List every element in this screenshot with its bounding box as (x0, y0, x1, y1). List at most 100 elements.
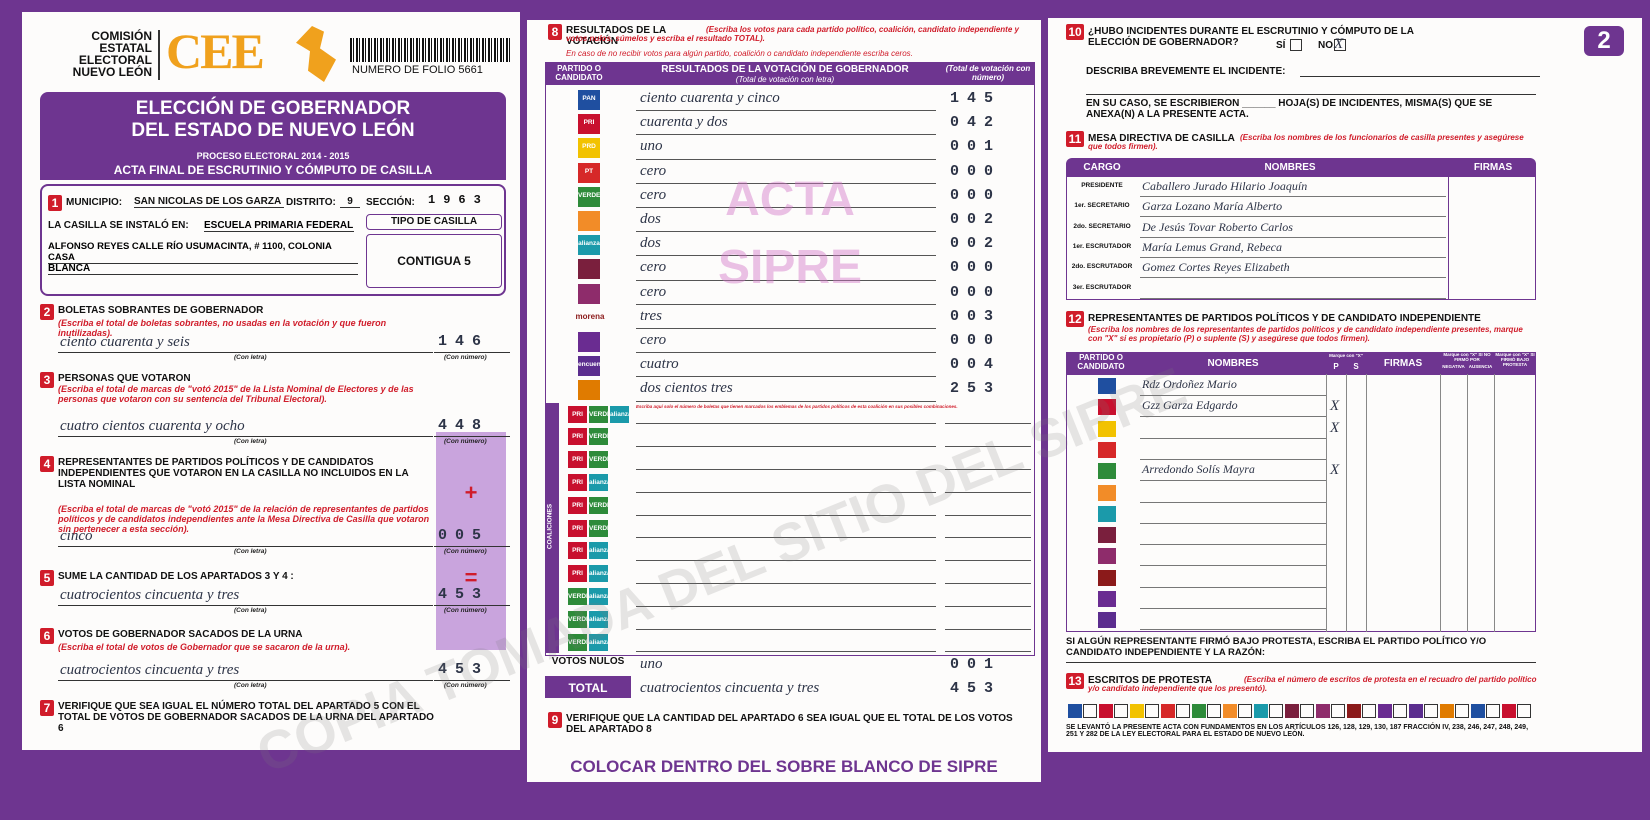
row-line (1140, 586, 1326, 588)
letter: cero (640, 162, 667, 179)
letter: cuatro (640, 356, 679, 373)
letter: dos cientos tres (640, 380, 733, 397)
protest-logo (1409, 704, 1423, 718)
number-line (945, 491, 1031, 493)
col-negativa: NEGATIVA (1442, 364, 1465, 369)
protest-box (1300, 704, 1314, 718)
barcode (350, 38, 510, 62)
number: 001 (950, 138, 1002, 156)
row-line (1140, 256, 1446, 258)
total-letter: cuatrocientos cincuenta y tres (640, 680, 820, 696)
installed-label: LA CASILLA SE INSTALÓ EN: (48, 220, 189, 231)
party-logo: VERDE (578, 186, 600, 207)
municipio-label: MUNICIPIO: (66, 197, 123, 208)
line1: ELECCIÓN DE GOBERNADOR (135, 98, 411, 119)
letter: (Con letra) (234, 354, 267, 361)
number: 448 (438, 417, 490, 434)
row-line (636, 303, 936, 305)
protest-box (1083, 704, 1097, 718)
party-logo (1098, 505, 1116, 522)
col-ausencia: AUSENCIA (1468, 364, 1493, 369)
describe-line (1300, 76, 1540, 77)
letter: cero (640, 259, 667, 276)
letter: (Con letra) (234, 607, 267, 614)
title: ESCRITOS DE PROTESTA (1088, 675, 1213, 686)
coalitions-label: COALICIONES (546, 503, 554, 549)
letter: cero (640, 283, 667, 300)
row-line (636, 537, 936, 539)
name: Garza Lozano María Alberto (1142, 199, 1283, 214)
row-line (636, 255, 936, 257)
number: 145 (950, 90, 1002, 107)
subtitle-box (40, 148, 506, 180)
row-line (636, 514, 936, 516)
municipio: SAN NICOLAS DE LOS GARZA (134, 196, 284, 208)
row-line (636, 328, 936, 329)
org-line4: NUEVO LEÓN (72, 65, 152, 79)
number-line (945, 651, 1031, 653)
party-logo (1098, 548, 1116, 565)
coalition-bar (545, 402, 559, 654)
number: (Con número) (444, 438, 487, 445)
num: 1 (48, 195, 62, 211)
folio: NUMERO DE FOLIO 5661 (352, 64, 483, 76)
protest-box (1424, 704, 1438, 718)
sign: + (464, 480, 478, 505)
party-logo: encuentro (578, 356, 600, 377)
row-line (636, 583, 936, 584)
col-protest: Marque con "X" SI FIRMÓ BAJO PROTESTA (1495, 352, 1535, 367)
col-party: PARTIDO O CANDIDATO (555, 64, 603, 82)
row-line (1140, 297, 1446, 299)
num: 7 (40, 700, 54, 716)
party-logo (1098, 420, 1116, 437)
number-box (434, 418, 510, 437)
letter: cuatrocientos cincuenta y tres (60, 662, 240, 678)
address-line1: ESCUELA PRIMARIA FEDERAL (204, 220, 354, 232)
coalition-logo: alianza (589, 588, 608, 605)
number-line (945, 514, 1031, 516)
name: De Jesús Tovar Roberto Carlos (1142, 219, 1293, 234)
process: PROCESO ELECTORAL 2014 - 2015 (196, 151, 350, 161)
title: REPRESENTANTES DE PARTIDOS POLÍTICOS Y D… (1088, 313, 1481, 324)
row-line (636, 628, 936, 630)
row-line (1140, 522, 1326, 524)
title: ¿HUBO INCIDENTES DURANTE EL ESCRUTINIO Y… (1088, 26, 1414, 48)
address-line3: BLANCA (48, 263, 358, 275)
number: 042 (950, 114, 1002, 132)
p: X (1330, 398, 1340, 415)
number-line (945, 469, 1031, 470)
row-line (636, 352, 936, 354)
letter-line (58, 352, 433, 353)
party-logo (1098, 527, 1116, 544)
protest-box (1517, 704, 1531, 718)
number-line (945, 628, 1031, 630)
protest-logo (1316, 704, 1330, 718)
instruction: (Escriba los nombres de los representant… (1088, 325, 1523, 343)
row-line (636, 560, 936, 562)
title: MESA DIRECTIVA DE CASILLA (1088, 133, 1235, 144)
total-label: TOTAL (568, 681, 608, 695)
total-number: 453 (950, 680, 1002, 697)
title: VERIFIQUE QUE SEA IGUAL EL NÚMERO TOTAL … (58, 701, 434, 734)
row-line (1140, 608, 1326, 609)
party-logo (578, 380, 600, 401)
sheet: 2 (1584, 26, 1624, 56)
nulls-letter: uno (640, 656, 663, 672)
col-line (1494, 374, 1495, 632)
mark: X (1334, 36, 1344, 52)
letter-line (58, 680, 433, 681)
protest-logo (1440, 704, 1454, 718)
letter-line (58, 605, 433, 606)
coalition-logo: PRI (568, 451, 587, 469)
role: PRESIDENTE (1081, 182, 1123, 189)
row-line (1140, 216, 1446, 218)
number: 000 (950, 283, 1002, 301)
role: 2do. SECRETARIO (1073, 222, 1131, 230)
sum-column (436, 432, 506, 650)
name: Rdz Ordoñez Mario (1142, 377, 1237, 391)
nulls-number: 001 (950, 656, 1002, 673)
party-logo: PT (578, 162, 600, 183)
role: 1er. SECRETARIO (1074, 202, 1130, 210)
letter-line (58, 546, 433, 547)
